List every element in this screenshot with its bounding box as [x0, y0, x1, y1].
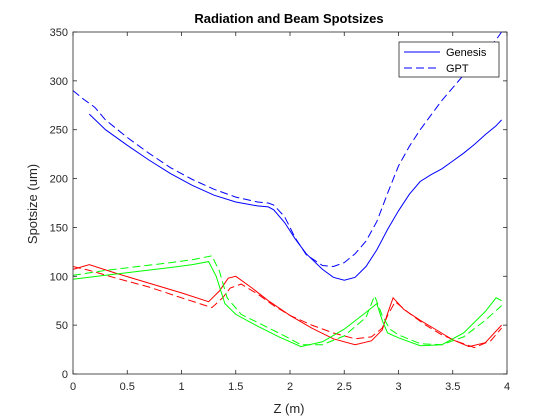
y-axis-ticks: 0 50 100 150 200 250 300 350 [50, 27, 507, 381]
x-tick-label: 0.5 [120, 381, 135, 393]
series-line-1 [88, 113, 502, 281]
legend-label-1: Genesis [446, 47, 487, 59]
x-tick-label: 1.5 [228, 381, 243, 393]
y-tick-label: 150 [50, 222, 68, 234]
y-tick-label: 300 [50, 76, 68, 88]
x-tick-label: 0 [70, 381, 76, 393]
y-tick-label: 250 [50, 125, 68, 137]
x-tick-label: 2.5 [337, 381, 352, 393]
series-line-4 [72, 266, 502, 349]
x-tick-label: 1 [178, 381, 184, 393]
legend-box [398, 41, 500, 78]
y-tick-label: 350 [50, 27, 68, 39]
chart-title: Radiation and Beam Spotsizes [194, 11, 383, 26]
y-tick-label: 100 [50, 271, 68, 283]
series-line-6 [72, 255, 502, 346]
y-axis-label: Spotsize (um) [25, 164, 40, 244]
x-tick-label: 4 [504, 381, 510, 393]
x-axis-ticks: 0 0.5 1 1.5 2 2.5 3 3.5 4 [70, 32, 510, 393]
legend: Genesis GPT [398, 41, 500, 78]
x-axis-label: Z (m) [273, 401, 304, 416]
y-tick-label: 50 [56, 320, 68, 332]
legend-label-2: GPT [446, 63, 469, 75]
y-tick-label: 0 [62, 369, 68, 381]
series-line-3 [72, 264, 502, 348]
series-layer [72, 31, 503, 349]
x-tick-label: 3 [395, 381, 401, 393]
series-line-2 [72, 31, 503, 268]
x-tick-label: 3.5 [445, 381, 460, 393]
x-tick-label: 2 [287, 381, 293, 393]
y-tick-label: 200 [50, 174, 68, 186]
